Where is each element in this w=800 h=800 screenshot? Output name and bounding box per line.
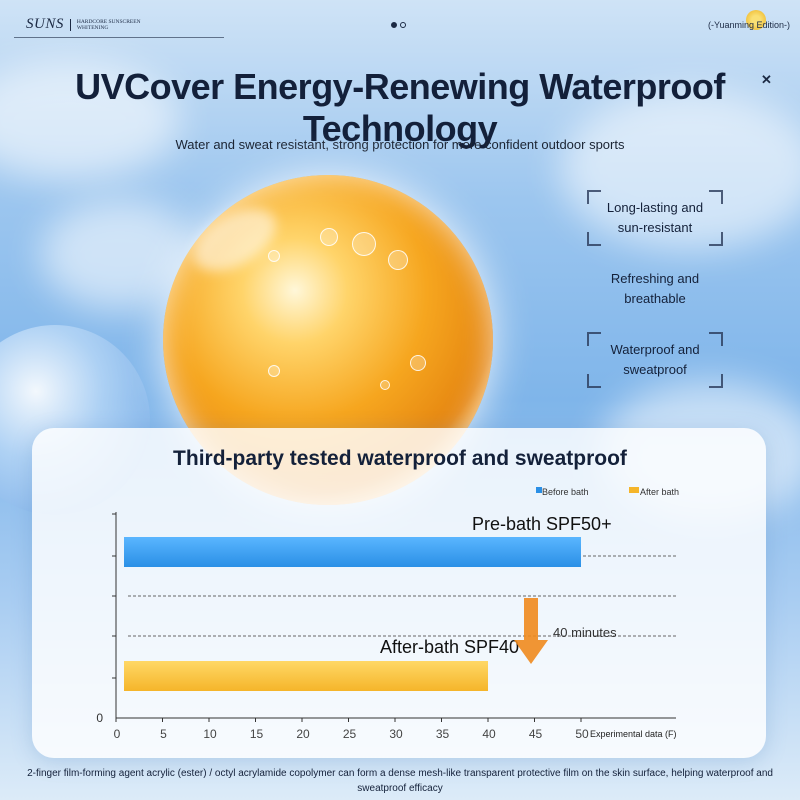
brand-name: SUNS (26, 16, 64, 32)
sun-icon (746, 10, 766, 30)
x-tick-label: 5 (160, 727, 167, 741)
feature-text: Refreshing and breathable (611, 269, 699, 309)
cloud (0, 60, 180, 180)
down-arrow-icon (514, 598, 548, 664)
corner-bracket (709, 190, 723, 204)
chart-title: Third-party tested waterproof and sweatp… (173, 447, 627, 470)
corner-bracket (709, 232, 723, 246)
bar-label-after: After-bath SPF40 (380, 637, 519, 657)
bar-label-before: Pre-bath SPF50+ (472, 514, 612, 534)
legend-swatch-before (536, 487, 542, 493)
bubble (388, 250, 408, 270)
corner-bracket (587, 190, 601, 204)
x-tick-label: 20 (296, 727, 310, 741)
feature-line1: Waterproof and (610, 342, 700, 357)
x-tick-label: 45 (529, 727, 543, 741)
x-tick-label: 25 (343, 727, 357, 741)
brand-divider (69, 18, 71, 31)
bubble (410, 355, 426, 371)
x-tick-label: 50 (575, 727, 589, 741)
chart-panel (32, 428, 766, 758)
page-subtitle: Water and sweat resistant, strong protec… (175, 137, 625, 152)
feature-text: Waterproof and sweatproof (610, 340, 699, 380)
bar-after-bath (124, 661, 488, 691)
corner-bracket (587, 332, 601, 346)
cloud (560, 90, 800, 250)
footer-note: 2-finger film-forming agent acrylic (est… (27, 768, 773, 794)
corner-bracket (709, 374, 723, 388)
bar-before-bath (124, 537, 581, 567)
feature-waterproof: Waterproof and sweatproof (587, 332, 723, 388)
page-title: UVCover Energy-Renewing Waterproof Techn… (75, 66, 725, 149)
corner-bracket (709, 332, 723, 346)
feature-line2: sun-resistant (617, 220, 693, 235)
feature-refreshing: Refreshing and breathable (587, 261, 723, 317)
duration-annotation: 40 minutes (553, 625, 617, 640)
top-bar: SUNS HARDCORE SUNSCREEN WHITENING (-Yuan… (0, 0, 800, 40)
legend-label-after: After bath (640, 487, 679, 497)
edition-label: (-Yuanming Edition-) (707, 20, 790, 30)
x-tick-label: 40 (482, 727, 496, 741)
feature-line1: Long-lasting and (606, 200, 704, 215)
sparkle-icon: ✕ (761, 72, 772, 87)
x-tick-label: 35 (436, 727, 450, 741)
feature-long-lasting: Long-lasting and sun-resistant (587, 190, 723, 246)
page-dot (400, 22, 406, 28)
brand-logo: SUNS HARDCORE SUNSCREEN WHITENING (26, 16, 141, 33)
brand-tagline: HARDCORE SUNSCREEN WHITENING (77, 19, 141, 31)
brand-tagline-line2: WHITENING (76, 24, 109, 31)
brand-underline (14, 37, 224, 38)
x-tick-label: 10 (203, 727, 217, 741)
legend-label-before: Before bath (542, 487, 589, 497)
bubble (380, 380, 390, 390)
x-tick-label: 15 (250, 727, 264, 741)
corner-bracket (587, 232, 601, 246)
brand-tagline-line1: HARDCORE SUNSCREEN (76, 18, 141, 25)
feature-text: Long-lasting and sun-resistant (607, 198, 703, 238)
legend-swatch-after (629, 487, 639, 493)
x-axis-label: Experimental data (F) (590, 729, 677, 739)
bubble (352, 232, 376, 256)
x-tick-label: 0 (114, 727, 121, 741)
corner-bracket (587, 374, 601, 388)
feature-line2: breathable (624, 291, 686, 306)
feature-line1: Refreshing and (610, 271, 700, 286)
page-dot-active (391, 22, 397, 28)
bubble (320, 228, 338, 246)
y-tick-label: 0 (96, 711, 103, 725)
bubble (268, 250, 280, 262)
x-tick-label: 30 (389, 727, 403, 741)
feature-line2: sweatproof (623, 362, 687, 377)
page-indicator (391, 22, 406, 28)
bubble (268, 365, 280, 377)
